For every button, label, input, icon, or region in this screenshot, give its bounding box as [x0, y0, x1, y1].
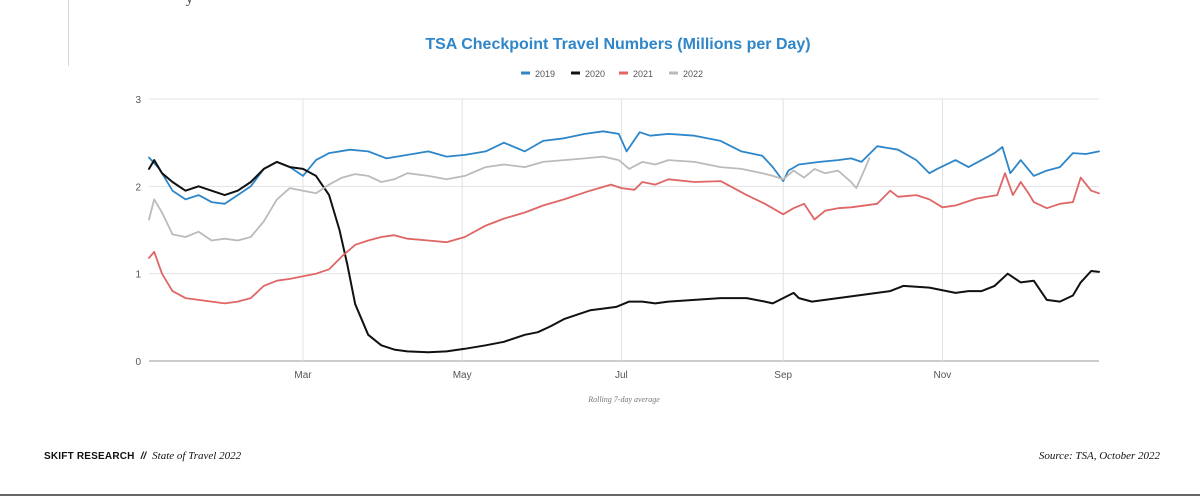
brand-name: SKIFT RESEARCH: [44, 451, 135, 462]
source-note: Source: TSA, October 2022: [1038, 450, 1160, 462]
y-tick-label: 3: [135, 95, 141, 106]
publication-name: State of Travel 2022: [152, 450, 242, 462]
chart-axes: 0 1 2 3 Mar May Jul Sep Nov: [135, 95, 951, 381]
top-divider: [68, 0, 69, 66]
legend-label-2020: 2020: [585, 69, 605, 79]
x-tick-label: Sep: [774, 370, 792, 381]
legend-label-2021: 2021: [633, 69, 653, 79]
footer-separator: //: [140, 451, 147, 462]
chart-title: TSA Checkpoint Travel Numbers (Millions …: [425, 36, 811, 53]
chart-grid: [149, 98, 1099, 362]
bottom-divider: [0, 494, 1200, 496]
x-tick-label: Jul: [615, 370, 628, 381]
y-tick-label: 1: [135, 270, 141, 281]
series-line-2020: [148, 159, 1100, 354]
x-tick-label: May: [453, 370, 472, 381]
legend-label-2019: 2019: [535, 69, 555, 79]
series-line-2022: [148, 155, 871, 242]
chart-note: Rolling 7-day average: [587, 395, 660, 404]
y-tick-label: 0: [135, 357, 141, 368]
y-tick-label: 2: [135, 182, 141, 193]
chart-legend: 2019 2020 2021 2022: [521, 69, 703, 79]
cropped-heading-fragment: y: [186, 0, 193, 8]
chart-lines: [148, 130, 1100, 354]
series-line-2021: [148, 172, 1100, 305]
x-tick-label: Nov: [934, 370, 952, 381]
x-tick-label: Mar: [294, 370, 312, 381]
footer-credit: SKIFT RESEARCH // State of Travel 2022: [44, 450, 241, 462]
legend-label-2022: 2022: [683, 69, 703, 79]
